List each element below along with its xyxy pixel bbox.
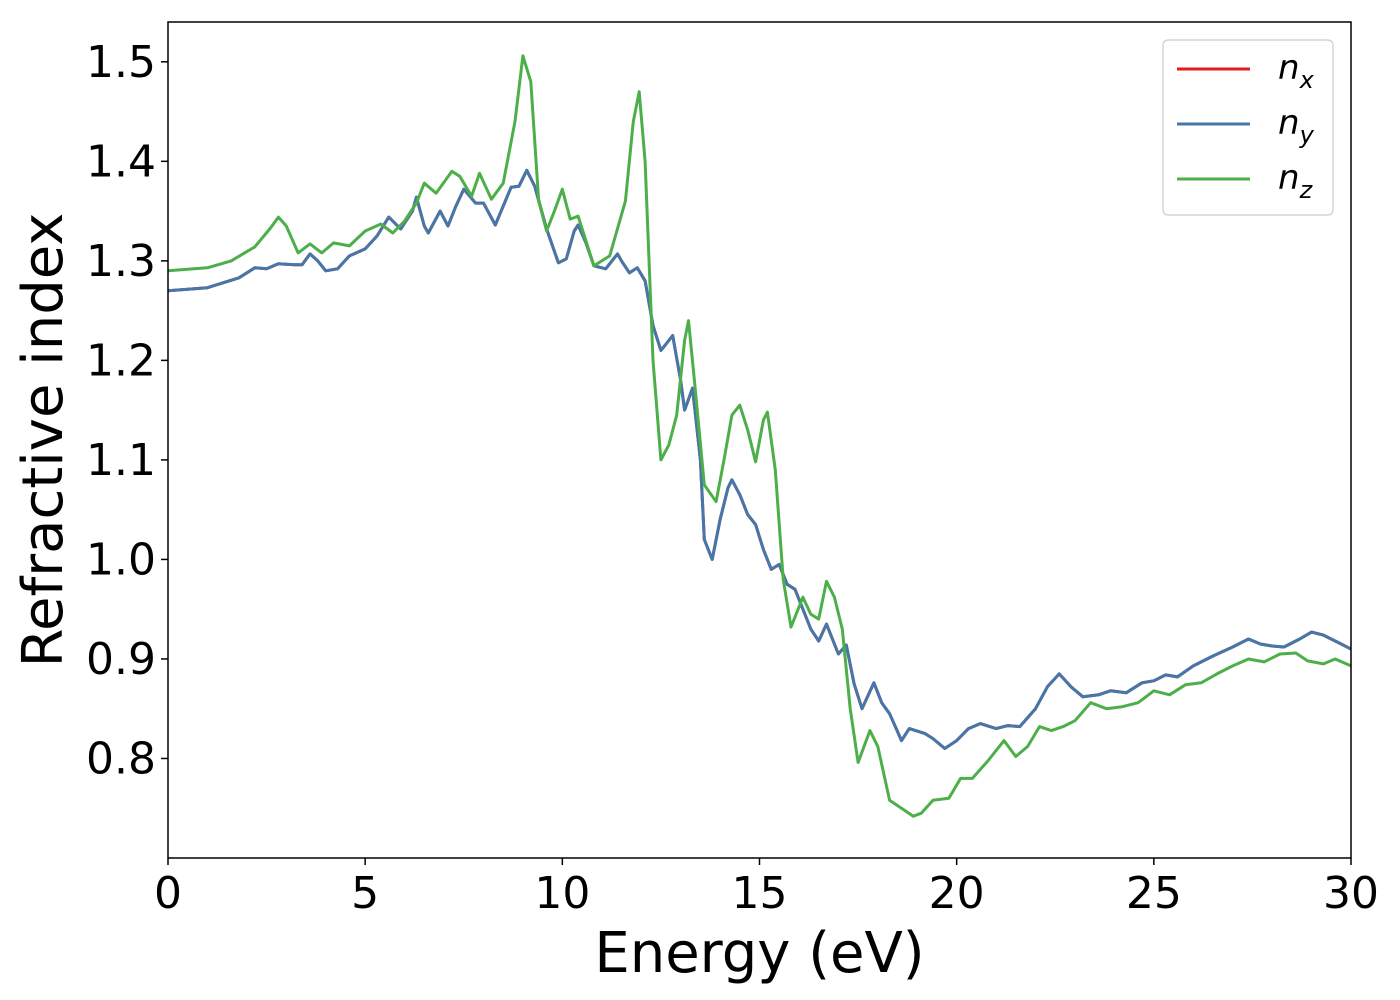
y-tick-label: 1.5 (86, 37, 156, 88)
legend-label-y: ny (1278, 103, 1315, 149)
y-tick-label: 0.9 (86, 634, 156, 685)
x-tick-label: 20 (929, 868, 985, 919)
legend-items: nx ny nz (1177, 48, 1315, 204)
x-tick-label: 0 (154, 868, 182, 919)
series-line-x (168, 168, 1351, 750)
x-axis-label: Energy (eV) (594, 921, 924, 986)
y-tick-label: 1.4 (86, 136, 156, 187)
x-axis-ticks: 0 5 10 15 20 25 30 (154, 858, 1379, 919)
legend: nx ny nz (1162, 39, 1334, 216)
x-tick-label: 5 (351, 868, 379, 919)
x-tick-label: 30 (1323, 868, 1379, 919)
y-axis-label: Refractive index (11, 213, 76, 668)
x-tick-label: 25 (1126, 868, 1182, 919)
y-tick-label: 1.3 (86, 236, 156, 287)
y-tick-label: 1.2 (86, 335, 156, 386)
legend-label-x: nx (1278, 48, 1315, 94)
y-axis-ticks: 0.8 0.9 1.0 1.1 1.2 1.3 1.4 1.5 (86, 37, 168, 784)
series-line-y (168, 168, 1351, 750)
y-tick-label: 1.0 (86, 534, 156, 585)
y-tick-label: 1.1 (86, 435, 156, 486)
y-tick-label: 0.8 (86, 733, 156, 784)
series-layer (168, 54, 1351, 818)
series-line-z (168, 54, 1351, 818)
x-tick-label: 15 (732, 868, 788, 919)
legend-box (1162, 39, 1334, 216)
x-tick-label: 10 (534, 868, 590, 919)
legend-label-z: nz (1278, 158, 1314, 204)
